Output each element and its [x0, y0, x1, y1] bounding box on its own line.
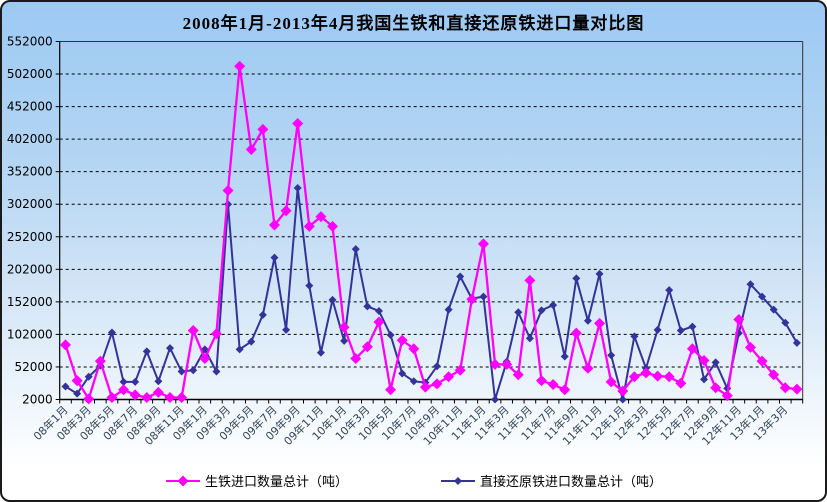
svg-text:102000: 102000 — [7, 327, 53, 341]
chart-title: 2008年1月-2013年4月我国生铁和直接还原铁进口量对比图 — [182, 14, 645, 33]
svg-text:152000: 152000 — [7, 295, 53, 309]
legend-item-pig-iron: 生铁进口数量总计（吨） — [165, 471, 348, 490]
legend-label-dri: 直接还原铁进口数量总计（吨） — [480, 475, 663, 490]
svg-text:452000: 452000 — [7, 100, 53, 114]
svg-text:502000: 502000 — [7, 67, 53, 81]
legend-item-dri: 直接还原铁进口数量总计（吨） — [440, 471, 662, 490]
svg-text:302000: 302000 — [7, 197, 53, 211]
svg-text:552000: 552000 — [7, 35, 53, 49]
pig-iron-series-marker-icon — [165, 475, 200, 486]
dri-series-marker-icon — [441, 476, 475, 485]
legend-label-pig-iron: 生铁进口数量总计（吨） — [204, 475, 348, 490]
svg-text:252000: 252000 — [7, 230, 53, 244]
svg-text:2000: 2000 — [22, 393, 53, 407]
svg-text:402000: 402000 — [7, 132, 53, 146]
svg-text:52000: 52000 — [15, 360, 53, 374]
chart-plot-area: 2000 52000 102000 152000 202000 252000 302000 3… — [7, 35, 804, 448]
svg-text:202000: 202000 — [7, 262, 53, 276]
chart-legend: 生铁进口数量总计（吨） 直接还原铁进口数量总计（吨） — [2, 471, 825, 490]
svg-text:352000: 352000 — [7, 165, 53, 179]
